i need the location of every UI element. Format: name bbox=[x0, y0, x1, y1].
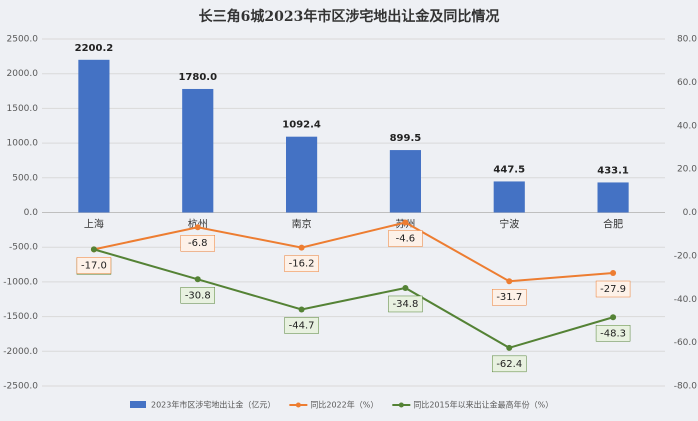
line bbox=[93, 221, 614, 283]
bar-label: 433.1 bbox=[597, 165, 629, 176]
label-box bbox=[595, 280, 631, 298]
x-tick-label: 宁波 bbox=[499, 218, 519, 231]
line-marker bbox=[402, 219, 409, 226]
y2-tick-label: 0.0 bbox=[683, 208, 698, 218]
y2-tick-label: -20.0 bbox=[674, 251, 698, 261]
line-marker bbox=[194, 276, 201, 283]
line-marker bbox=[506, 344, 513, 351]
y-tick-label: 2500.0 bbox=[7, 35, 39, 45]
line-marker bbox=[298, 244, 305, 251]
label-box bbox=[180, 234, 215, 252]
label-box bbox=[492, 355, 527, 373]
bar bbox=[597, 182, 629, 213]
line-label: -44.7 bbox=[289, 320, 315, 331]
line-label: -27.9 bbox=[600, 284, 626, 295]
y2-tick-label: 60.0 bbox=[677, 78, 697, 88]
label-box bbox=[388, 295, 423, 313]
x-tick-label: 上海 bbox=[84, 218, 104, 231]
line-label: -16.2 bbox=[289, 259, 315, 270]
y2-tick-label: 20.0 bbox=[677, 165, 697, 175]
line-label: -30.8 bbox=[185, 290, 211, 301]
y-tick-label: 2000.0 bbox=[7, 69, 39, 79]
line-label: -62.4 bbox=[496, 359, 522, 370]
line-label: -31.7 bbox=[496, 292, 522, 303]
legend-swatch bbox=[398, 402, 404, 408]
label-box bbox=[284, 317, 319, 334]
y2-tick-label: -40.0 bbox=[674, 295, 698, 305]
line-marker bbox=[402, 284, 409, 291]
label-box bbox=[492, 288, 527, 306]
legend-swatch bbox=[295, 402, 301, 408]
label-box bbox=[284, 255, 319, 272]
line-label: -34.8 bbox=[392, 299, 418, 310]
y2-tick-label: 80.0 bbox=[677, 35, 697, 45]
y-tick-label: 500.0 bbox=[12, 173, 38, 183]
line-marker bbox=[194, 224, 201, 231]
y-tick-label: -2500.0 bbox=[3, 382, 38, 392]
line-label: -48.3 bbox=[600, 328, 626, 339]
y2-tick-label: 40.0 bbox=[677, 121, 697, 131]
x-tick-label: 南京 bbox=[292, 218, 312, 231]
line-label: -6.8 bbox=[188, 238, 208, 249]
y-tick-label: -2000.0 bbox=[3, 347, 38, 357]
y-tick-label: 1500.0 bbox=[7, 104, 39, 114]
bar bbox=[182, 88, 214, 213]
y2-tick-label: -80.0 bbox=[674, 382, 698, 392]
line-marker bbox=[610, 270, 617, 277]
bar bbox=[493, 181, 525, 213]
legend-label: 同比2015年以来出让金最高年份（%） bbox=[413, 400, 553, 410]
bar-label: 2200.2 bbox=[75, 43, 114, 54]
label-box bbox=[595, 325, 631, 342]
line-marker bbox=[298, 306, 305, 313]
y-tick-label: -1000.0 bbox=[3, 277, 38, 287]
legend-label: 2023年市区涉宅地出让金（亿元） bbox=[151, 400, 275, 410]
y-tick-label: 0.0 bbox=[24, 208, 39, 218]
line-marker bbox=[90, 246, 97, 253]
bar bbox=[78, 59, 110, 213]
bar-label: 899.5 bbox=[390, 133, 422, 144]
x-tick-label: 合肥 bbox=[603, 218, 623, 231]
y-tick-label: -500.0 bbox=[9, 243, 38, 253]
bar bbox=[286, 136, 318, 213]
line bbox=[93, 248, 614, 349]
y-tick-label: 1000.0 bbox=[7, 139, 39, 149]
line-label: -4.6 bbox=[396, 233, 416, 244]
y2-tick-label: -60.0 bbox=[674, 338, 698, 348]
chart-title: 长三角6城2023年市区涉宅地出让金及同比情况 bbox=[199, 8, 500, 25]
label-box bbox=[388, 230, 423, 247]
label-box bbox=[76, 257, 112, 274]
bar-label: 1092.4 bbox=[282, 120, 321, 131]
bar-label: 447.5 bbox=[493, 164, 525, 175]
legend-label: 同比2022年（%） bbox=[310, 400, 378, 410]
y-tick-label: -1500.0 bbox=[3, 312, 38, 322]
legend-swatch bbox=[130, 401, 146, 408]
label-box bbox=[180, 287, 215, 304]
bar bbox=[389, 150, 421, 213]
line-marker bbox=[610, 314, 617, 321]
line-label: -17.0 bbox=[81, 260, 107, 271]
line-marker bbox=[506, 278, 513, 285]
bar-label: 1780.0 bbox=[178, 72, 217, 83]
